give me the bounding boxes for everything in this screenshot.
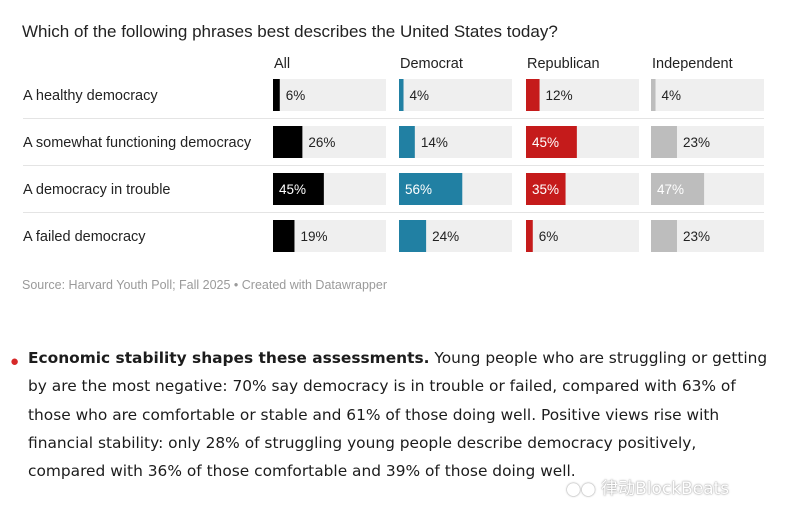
data-label: 45%	[279, 182, 306, 197]
category-label: A somewhat functioning democracy	[23, 135, 252, 151]
bar	[651, 79, 656, 111]
bar	[651, 126, 677, 158]
series-header: Independent	[652, 56, 733, 72]
bar	[526, 173, 566, 205]
data-label: 14%	[421, 135, 448, 150]
chart-title: Which of the following phrases best desc…	[22, 22, 558, 41]
bar	[651, 173, 705, 205]
watermark-text: 律动BlockBeats	[601, 479, 730, 499]
bar-track	[526, 79, 639, 111]
data-label: 24%	[432, 229, 459, 244]
data-label: 23%	[683, 229, 710, 244]
data-label: 23%	[683, 135, 710, 150]
bar-track	[651, 79, 764, 111]
series-header: Democrat	[400, 56, 463, 72]
bullet-dot-icon: ●	[10, 353, 20, 370]
category-label: A democracy in trouble	[23, 182, 171, 198]
data-label: 56%	[405, 182, 432, 197]
bar	[399, 220, 427, 252]
data-label: 4%	[410, 88, 430, 103]
data-label: 6%	[286, 88, 306, 103]
bar	[399, 126, 415, 158]
data-label: 6%	[539, 229, 559, 244]
data-label: 26%	[308, 135, 335, 150]
data-label: 12%	[546, 88, 573, 103]
data-label: 4%	[662, 88, 682, 103]
watermark-logo: ●● 律动BlockBeats	[566, 479, 730, 499]
data-label: 35%	[532, 182, 559, 197]
bar-track	[526, 220, 639, 252]
bar-track	[273, 79, 386, 111]
bar	[273, 173, 324, 205]
bullet-body: Young people who are struggling or getti…	[28, 349, 768, 481]
bar	[526, 126, 577, 158]
bar	[399, 79, 404, 111]
chart-svg: All Democrat Republican Independent A health…	[23, 56, 764, 252]
series-header: Republican	[527, 56, 600, 72]
bar-track	[399, 126, 512, 158]
data-label: 47%	[657, 182, 684, 197]
source-note: Source: Harvard Youth Poll; Fall 2025 • …	[22, 278, 387, 292]
bar	[273, 79, 280, 111]
category-label: A healthy democracy	[23, 88, 158, 104]
data-label: 45%	[532, 135, 559, 150]
series-header: All	[274, 56, 290, 72]
bar	[273, 126, 303, 158]
bar	[526, 79, 540, 111]
category-label: A failed democracy	[23, 229, 146, 245]
article-bullet: ● Economic stability shapes these assess…	[10, 344, 778, 485]
bullet-paragraph: Economic stability shapes these assessme…	[28, 344, 778, 485]
data-label: 19%	[300, 229, 327, 244]
bar	[273, 220, 295, 252]
bar	[526, 220, 533, 252]
bullet-lead: Economic stability shapes these assessme…	[28, 349, 430, 367]
bar	[399, 173, 463, 205]
bar-track	[399, 79, 512, 111]
bar	[651, 220, 677, 252]
